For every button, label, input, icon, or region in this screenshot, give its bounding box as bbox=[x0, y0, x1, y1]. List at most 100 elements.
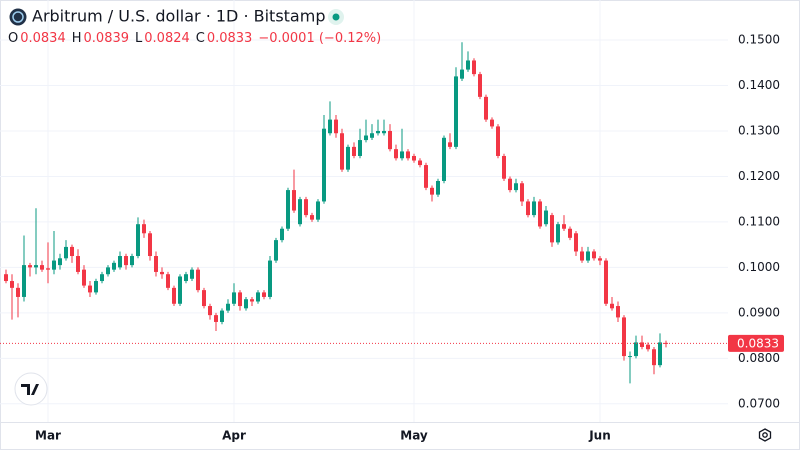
candle-body bbox=[142, 224, 146, 234]
candle-body bbox=[340, 133, 344, 170]
candle-body bbox=[16, 287, 20, 297]
grid bbox=[0, 0, 728, 422]
candle-body bbox=[496, 126, 500, 156]
candle-body bbox=[508, 178, 512, 191]
candle-body bbox=[250, 299, 254, 302]
candle-body bbox=[592, 251, 596, 259]
logo[interactable] bbox=[14, 372, 48, 406]
candle-body bbox=[346, 146, 350, 170]
ohlc-value: 0.0824 bbox=[144, 31, 190, 46]
candle-body bbox=[436, 180, 440, 195]
candle-body bbox=[28, 265, 32, 268]
candle-body bbox=[538, 201, 542, 227]
candle-body bbox=[190, 269, 194, 279]
y-tick-label: 0.1400 bbox=[738, 78, 780, 92]
candle-body bbox=[244, 299, 248, 309]
ohlc-value: 0.0834 bbox=[20, 31, 66, 46]
candle-body bbox=[322, 128, 326, 202]
settings-icon[interactable] bbox=[758, 428, 772, 442]
axes: 0.0700 0.0800 0.0900 0.1000 0.1100 0.1200 0.13… bbox=[35, 33, 784, 443]
y-tick-label: 0.1100 bbox=[738, 214, 780, 228]
candle-body bbox=[454, 76, 458, 147]
candle-body bbox=[82, 269, 86, 286]
candle-body bbox=[40, 265, 44, 270]
candle-body bbox=[76, 256, 80, 272]
candle-body bbox=[646, 344, 650, 350]
candle-body bbox=[310, 215, 314, 220]
logo-mark bbox=[21, 384, 39, 395]
candle-body bbox=[178, 276, 182, 304]
candle-body bbox=[622, 317, 626, 357]
x-tick-label: Apr bbox=[222, 429, 246, 443]
candle-body bbox=[88, 285, 92, 293]
candle-body bbox=[526, 201, 530, 216]
candle-body bbox=[424, 165, 428, 188]
market-status-dot bbox=[332, 13, 340, 21]
candle-body bbox=[376, 130, 380, 134]
candle-body bbox=[184, 274, 188, 282]
candle-body bbox=[628, 356, 632, 358]
candle-body bbox=[148, 233, 152, 257]
y-tick-label: 0.1300 bbox=[738, 123, 780, 137]
candle-body bbox=[316, 201, 320, 220]
candle-body bbox=[418, 160, 422, 166]
candle-body bbox=[298, 199, 302, 225]
candle-body bbox=[514, 183, 518, 191]
candle-body bbox=[466, 60, 470, 70]
candle-body bbox=[652, 349, 656, 366]
candle-body bbox=[328, 119, 332, 134]
ohlc-key: L bbox=[135, 31, 143, 46]
candle-body bbox=[46, 268, 50, 270]
change: −0.0001 (−0.12%) bbox=[258, 31, 381, 46]
y-tick-label: 0.1000 bbox=[738, 260, 780, 274]
candle-body bbox=[484, 96, 488, 120]
candle-body bbox=[352, 146, 356, 156]
candle-body bbox=[10, 281, 14, 288]
candle-body bbox=[124, 256, 128, 266]
candle-body bbox=[256, 292, 260, 302]
candle-body bbox=[658, 342, 662, 366]
candle-body bbox=[364, 135, 368, 141]
candle-body bbox=[226, 303, 230, 311]
candle-body bbox=[118, 256, 122, 268]
y-tick-label: 0.1500 bbox=[738, 33, 780, 47]
candle-body bbox=[640, 342, 644, 347]
candle-body bbox=[292, 190, 296, 211]
candle-body bbox=[400, 151, 404, 159]
last-price-label: 0.0833 bbox=[737, 336, 779, 350]
candle-body bbox=[616, 306, 620, 318]
candle-body bbox=[442, 137, 446, 181]
candle-body bbox=[532, 201, 536, 216]
candle-body bbox=[280, 228, 284, 241]
candle-body bbox=[94, 281, 98, 293]
candle-body bbox=[112, 262, 116, 270]
candle-body bbox=[220, 310, 224, 322]
candle-body bbox=[334, 119, 338, 134]
candle-body bbox=[130, 256, 134, 266]
candle-body bbox=[556, 224, 560, 243]
ohlc-legend: O 0.0834 H 0.0839 L 0.0824 C 0.0833 −0.0001 (−0.… bbox=[8, 31, 381, 46]
candle-body bbox=[4, 274, 8, 282]
candle-body bbox=[394, 149, 398, 159]
candle-body bbox=[268, 260, 272, 297]
candle-body bbox=[406, 151, 410, 159]
candle-body bbox=[208, 306, 212, 316]
candle-body bbox=[574, 233, 578, 252]
candle-body bbox=[304, 199, 308, 216]
candle-body bbox=[586, 251, 590, 261]
candle-body bbox=[580, 251, 584, 261]
candle-body bbox=[460, 69, 464, 79]
candle-body bbox=[64, 246, 68, 259]
candle-body bbox=[544, 210, 548, 225]
candle-body bbox=[70, 246, 74, 257]
candle-body bbox=[232, 292, 236, 304]
candle-body bbox=[160, 271, 164, 275]
candle-body bbox=[634, 342, 638, 357]
candle-body bbox=[568, 228, 572, 238]
candle-body bbox=[22, 265, 26, 297]
candle-body bbox=[430, 187, 434, 195]
candle-body bbox=[106, 267, 110, 275]
candle-body bbox=[286, 190, 290, 229]
